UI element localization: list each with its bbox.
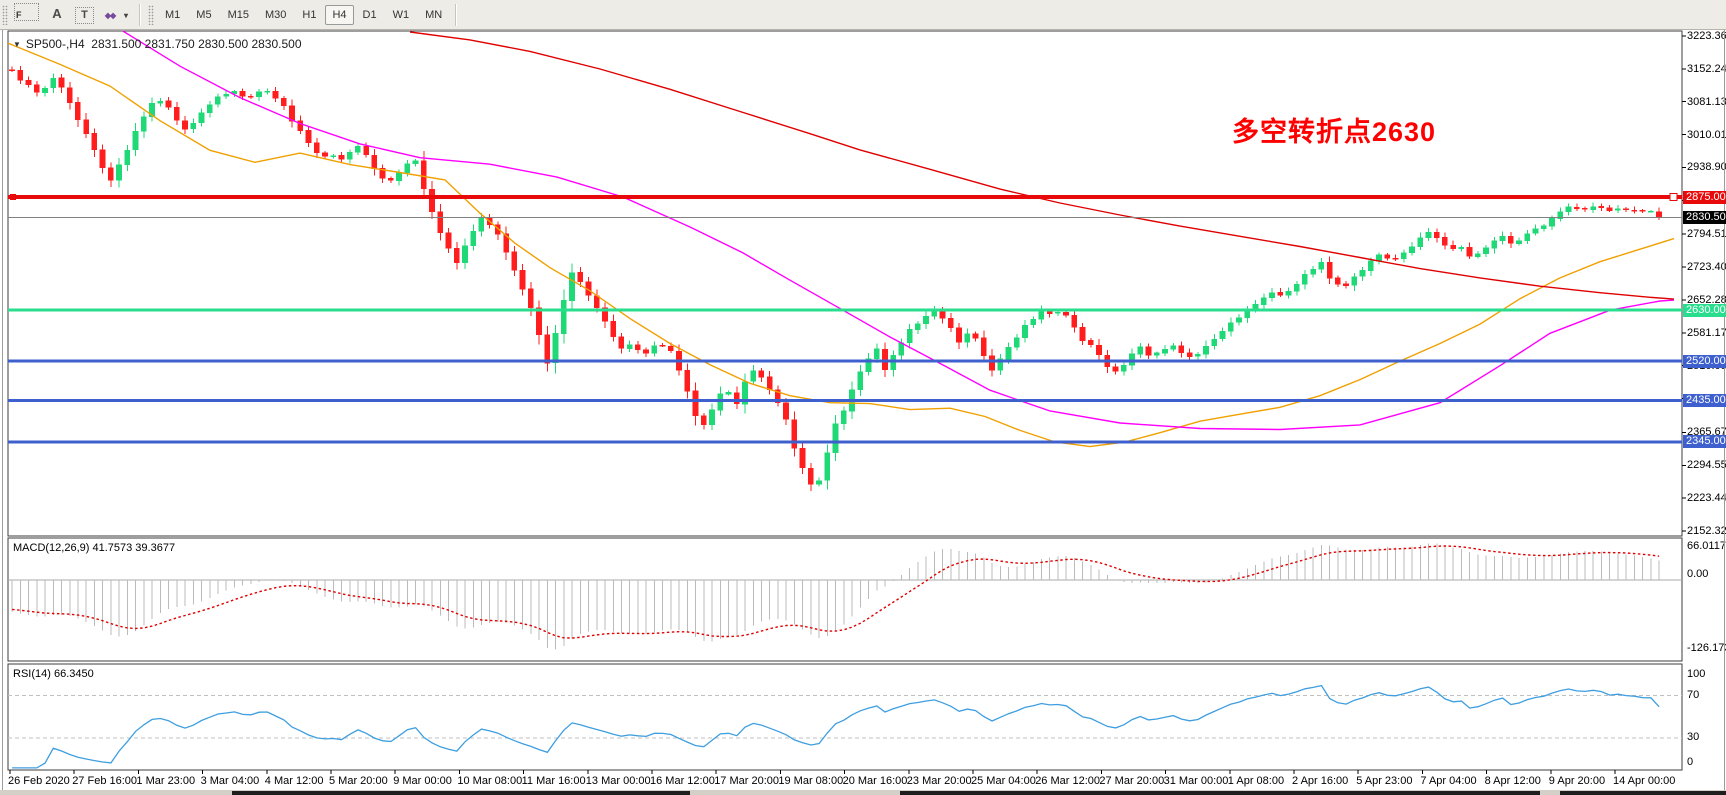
toolbar-separator (455, 3, 458, 26)
macd-panel (7, 537, 1683, 662)
tf-button-h1[interactable]: H1 (302, 8, 317, 21)
toolbar-separator (139, 3, 141, 26)
macd-signal-line (12, 545, 1660, 639)
tf-button-m5[interactable]: M5 (196, 8, 212, 21)
tf-button-d1[interactable]: D1 (362, 8, 377, 21)
main-panel (7, 30, 1683, 537)
tf-button-m1[interactable]: M1 (165, 8, 181, 21)
tf-button-w1[interactable]: W1 (392, 8, 410, 21)
tf-button-m15[interactable]: M15 (227, 8, 249, 21)
toolbar-drag-handle[interactable] (148, 4, 154, 25)
window-right-edge (1724, 30, 1725, 790)
toolbar: F A T ◆◆ ▾ M1 M5 M15 M30 H1 H4 D1 W1 MN (0, 0, 1726, 30)
text-label-icon[interactable]: A (52, 6, 62, 22)
tf-button-mn[interactable]: MN (425, 8, 443, 21)
rsi-line (12, 684, 1660, 769)
trendline-handle[interactable] (10, 194, 16, 201)
window-left-edge (2, 30, 3, 790)
bottom-window-strip (0, 790, 1726, 795)
ma-slow-line (409, 31, 1675, 300)
candlestick-series (9, 66, 1662, 491)
toolbar-drag-handle[interactable] (2, 4, 8, 25)
grid-f-icon[interactable]: F (14, 3, 39, 22)
ma-mid-line (122, 30, 1675, 431)
rsi-panel (7, 663, 1683, 771)
dropdown-caret-icon[interactable]: ▾ (123, 11, 128, 21)
tf-button-m30[interactable]: M30 (264, 8, 287, 21)
horizontal-levels (8, 193, 1682, 444)
background-window-edge (900, 791, 1540, 795)
background-window-edge (232, 791, 690, 795)
background-window-edge (1560, 791, 1726, 795)
ma-fast-line (7, 42, 1675, 448)
macd-histogram (11, 543, 1660, 650)
text-tool-icon[interactable]: T (75, 6, 94, 24)
trendline-handle[interactable] (1669, 193, 1678, 202)
arrows-tool-icon[interactable]: ◆◆ (104, 11, 116, 21)
tf-button-h4[interactable]: H4 (325, 4, 354, 25)
